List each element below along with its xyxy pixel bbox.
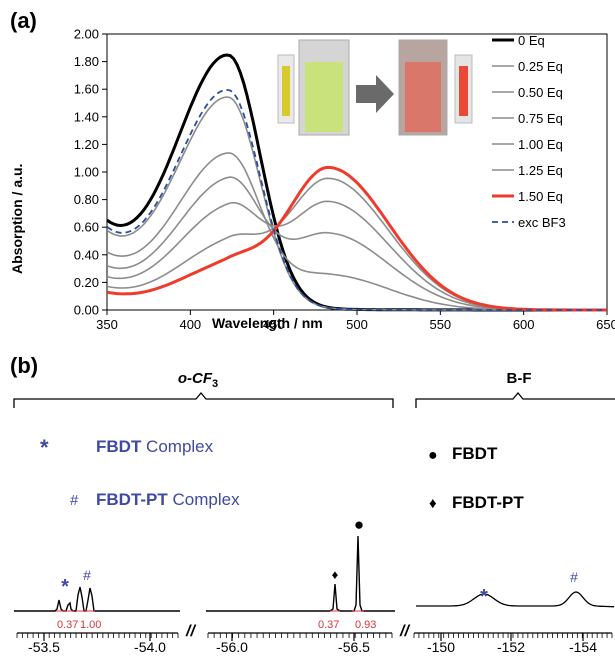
asterisk-symbol: * <box>40 435 49 460</box>
x-axis-title: Wavelength / nm <box>212 315 323 331</box>
y-tick-label: 1.20 <box>74 137 99 152</box>
y-axis-ticks: 0.00 0.20 0.40 0.60 0.80 1.00 1.20 1.40 1.60 1.80… <box>74 27 107 318</box>
hash-symbol: # <box>70 492 79 509</box>
y-tick-label: 0.60 <box>74 220 99 235</box>
ppm-tick-label: -56.5 <box>338 639 370 655</box>
legend-fbdtpt-complex: FBDT-PT Complex <box>96 490 240 509</box>
x-tick-label: 450 <box>263 317 285 332</box>
ppm-axis-1 <box>16 632 179 641</box>
x-tick-label: 500 <box>346 317 368 332</box>
integral-037-b: 0.37 <box>318 619 339 631</box>
y-tick-label: 0.40 <box>74 247 99 262</box>
series-line-6 <box>106 165 607 312</box>
y-tick-label: 1.00 <box>74 165 99 180</box>
ppm-tick-label: -54.0 <box>134 639 166 655</box>
spectrum-segment-3 <box>416 591 614 608</box>
integral-093: 0.93 <box>355 619 376 631</box>
yellow-solution <box>282 66 290 116</box>
x-tick-label: 400 <box>179 317 201 332</box>
y-tick-label: 0.20 <box>74 275 99 290</box>
peak-marker-hash-bf: # <box>570 569 578 585</box>
integral-100: 1.00 <box>80 619 101 631</box>
y-tick-label: 2.00 <box>74 27 99 42</box>
spectrum-segment-1 <box>14 586 180 612</box>
ppm-tick-label: -154 <box>569 639 597 655</box>
y-tick-label: 0.00 <box>74 303 99 318</box>
axis-break-2: // <box>399 623 410 640</box>
y-axis-title: Absorption / a.u. <box>9 164 25 274</box>
legend-label: 1.50 Eq <box>518 189 563 204</box>
peak-marker-diamond: ♦ <box>332 567 339 582</box>
legend-label: exc BF3 <box>518 215 566 230</box>
peak-marker-circle: ● <box>354 515 364 534</box>
ppm-axis-3 <box>413 632 613 641</box>
x-tick-label: 650 <box>596 317 615 332</box>
ppm-tick-label: -150 <box>427 639 455 655</box>
y-tick-label: 1.60 <box>74 82 99 97</box>
brace-bf <box>415 391 615 408</box>
ppm-tick-label: -152 <box>497 639 525 655</box>
series-lines <box>106 53 607 312</box>
ppm-tick-label: -53.5 <box>28 639 60 655</box>
green-solution <box>305 62 343 132</box>
x-tick-label: 550 <box>429 317 451 332</box>
group-label-bf: B-F <box>507 370 532 387</box>
x-tick-label: 350 <box>96 317 118 332</box>
ppm-axis-2 <box>207 632 393 641</box>
legend-label: 0.25 Eq <box>518 59 563 74</box>
brace-ocf3 <box>13 391 394 408</box>
axis-break-1: // <box>185 623 196 640</box>
nmr-legend-left: * FBDT Complex # FBDT-PT Complex <box>40 435 240 509</box>
panel-b-label: (b) <box>10 353 38 378</box>
legend-label: 0.75 Eq <box>518 111 563 126</box>
y-tick-label: 0.80 <box>74 192 99 207</box>
y-tick-label: 1.80 <box>74 54 99 69</box>
spectrum-segment-2 <box>206 535 395 612</box>
legend-fbdtpt: FBDT-PT <box>452 493 524 512</box>
legend-label: 1.00 Eq <box>518 137 563 152</box>
y-tick-label: 1.40 <box>74 109 99 124</box>
red-solution <box>405 62 441 132</box>
group-label-ocf3: o-CF3 <box>178 370 218 390</box>
filled-circle-icon: ● <box>428 447 438 464</box>
legend: 0 Eq 0.25 Eq 0.50 Eq 0.75 Eq 1.00 Eq 1.25 Eq 1… <box>492 33 566 230</box>
legend-label: 1.25 Eq <box>518 163 563 178</box>
absorption-chart: 0.00 0.20 0.40 0.60 0.80 1.00 1.20 1.40 1.60 1.80… <box>9 27 615 333</box>
series-line-7 <box>106 88 607 311</box>
x-axis-ticks: 350 400 450 500 550 600 650 <box>96 310 615 332</box>
ppm-tick-label: -56.0 <box>216 639 248 655</box>
peak-marker-asterisk: * <box>61 576 69 598</box>
integral-037-a: 0.37 <box>57 619 78 631</box>
legend-fbdt-complex: FBDT Complex <box>96 437 214 456</box>
legend-fbdt: FBDT <box>452 444 498 463</box>
cuvette-photos-inset <box>277 39 473 136</box>
panel-a-label: (a) <box>10 8 37 33</box>
peak-marker-asterisk-bf: * <box>480 586 488 608</box>
nmr-legend-right: ● FBDT ♦ FBDT-PT <box>428 444 524 512</box>
legend-label: 0.50 Eq <box>518 85 563 100</box>
peak-marker-hash: # <box>83 567 91 583</box>
legend-label: 0 Eq <box>518 33 545 48</box>
x-tick-label: 600 <box>513 317 535 332</box>
diamond-icon: ♦ <box>429 495 437 512</box>
arrow-icon <box>356 75 394 113</box>
red-vial-solution <box>459 66 468 116</box>
